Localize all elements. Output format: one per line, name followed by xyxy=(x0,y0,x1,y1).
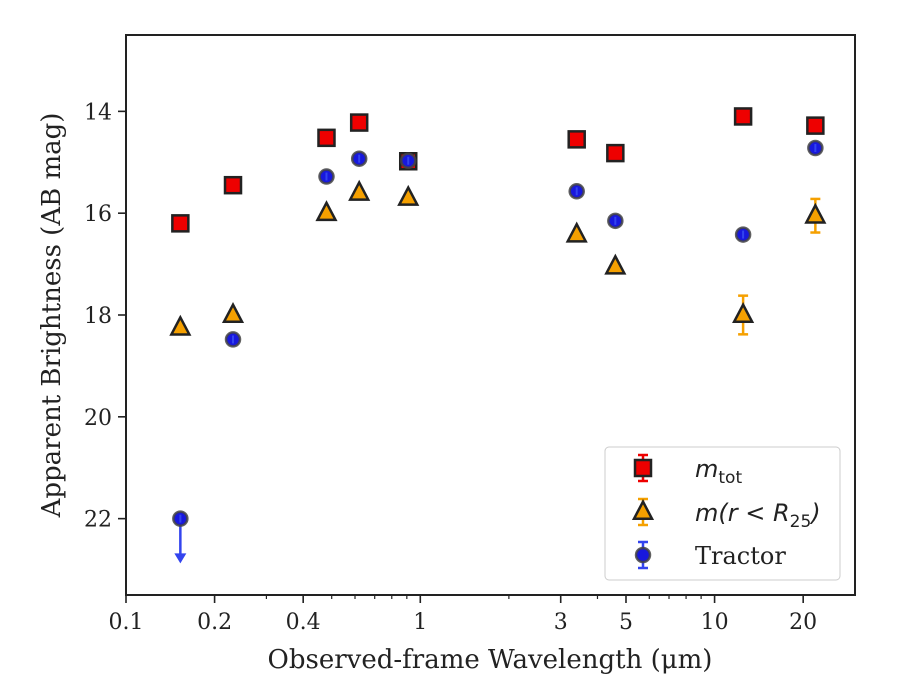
data-point xyxy=(606,143,625,163)
triangle-marker xyxy=(397,184,420,206)
data-point xyxy=(172,510,189,564)
data-point xyxy=(568,183,585,200)
legend-label-subscript: tot xyxy=(718,468,742,488)
series-mtot xyxy=(171,107,825,233)
data-point xyxy=(607,212,624,230)
triangle-marker xyxy=(631,498,655,520)
chart-marks xyxy=(169,107,827,564)
data-point xyxy=(349,113,369,132)
chart-axes: 0.1 0.2 0.4 1 3 5 10 20 14 16 18 20 22 xyxy=(84,100,817,635)
square-marker xyxy=(633,458,653,478)
x-tick-label: 20 xyxy=(789,610,817,635)
x-tick-label: 3 xyxy=(554,610,568,635)
triangle-marker xyxy=(732,301,755,323)
y-tick-label: 14 xyxy=(84,100,112,125)
data-point xyxy=(317,128,336,148)
triangle-marker xyxy=(315,200,338,222)
square-marker xyxy=(349,113,369,132)
data-point xyxy=(399,152,417,169)
x-tick-label: 1 xyxy=(413,610,427,635)
data-point xyxy=(221,301,245,323)
data-point xyxy=(604,253,627,275)
data-point xyxy=(224,331,242,348)
y-tick-label: 16 xyxy=(84,202,112,227)
square-marker xyxy=(567,130,586,149)
data-point xyxy=(397,184,420,206)
square-marker xyxy=(806,116,825,135)
triangle-marker xyxy=(221,301,245,323)
y-tick-label: 20 xyxy=(84,406,112,431)
legend-label-base: m(r < R xyxy=(695,499,790,527)
x-tick-label: 10 xyxy=(701,610,729,635)
data-point xyxy=(565,221,588,243)
data-point xyxy=(223,175,243,195)
x-axis-label: Observed-frame Wavelength (μm) xyxy=(268,645,713,675)
data-point xyxy=(733,107,753,126)
legend-label: m(r < R25) xyxy=(695,499,821,532)
legend-label-base: m xyxy=(695,455,718,483)
y-tick-label: 18 xyxy=(84,304,112,329)
triangle-marker xyxy=(565,221,588,243)
legend-frame xyxy=(604,446,841,581)
data-point xyxy=(171,214,190,233)
legend-label: Tractor xyxy=(695,542,786,570)
legend-label-base: Tractor xyxy=(695,542,786,570)
square-marker xyxy=(171,214,190,233)
y-tick-label: 22 xyxy=(84,508,112,533)
legend-item-tractor: Tractor xyxy=(634,540,786,570)
legend: mtot m(r < R25) Tractor xyxy=(604,446,841,581)
data-point xyxy=(804,197,827,234)
data-point xyxy=(315,200,338,222)
data-point xyxy=(350,150,368,167)
square-marker xyxy=(606,143,625,163)
x-tick-label: 0.1 xyxy=(109,610,144,635)
y-axis-label: Apparent Brightness (AB mag) xyxy=(37,113,67,519)
square-marker xyxy=(317,128,336,148)
data-point xyxy=(732,294,755,336)
legend-label-rest: ) xyxy=(809,499,820,527)
square-marker xyxy=(223,175,243,195)
legend-label-subscript: 25 xyxy=(790,512,812,532)
data-point xyxy=(567,130,586,149)
legend-label: mtot xyxy=(695,455,742,488)
x-tick-label: 0.2 xyxy=(197,610,232,635)
square-marker xyxy=(733,107,753,126)
circle-marker xyxy=(634,546,652,564)
legend-item-mtot: mtot xyxy=(633,453,742,488)
x-tick-label: 5 xyxy=(619,610,633,635)
data-point xyxy=(169,314,192,336)
triangle-marker xyxy=(804,202,827,224)
data-point xyxy=(348,179,371,201)
series-mr25 xyxy=(169,179,827,336)
series-tractor xyxy=(172,139,824,564)
triangle-marker xyxy=(348,179,371,201)
data-point xyxy=(807,139,824,157)
triangle-marker xyxy=(604,253,627,275)
triangle-marker xyxy=(169,314,192,336)
data-point xyxy=(806,116,825,135)
legend-item-mr25: m(r < R25) xyxy=(631,497,821,532)
x-tick-label: 0.4 xyxy=(286,610,321,635)
data-point xyxy=(734,226,752,243)
upper-limit-arrowhead xyxy=(174,553,187,564)
data-point xyxy=(318,168,335,185)
